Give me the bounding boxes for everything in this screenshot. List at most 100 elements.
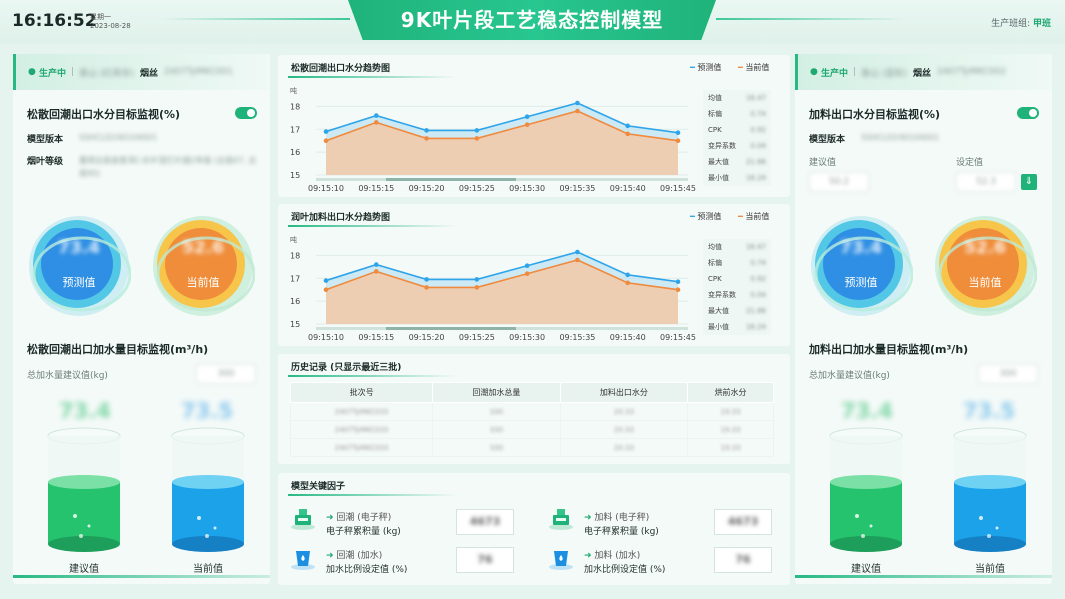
predicted-line <box>325 251 679 283</box>
stats-label: 变异系数 <box>708 142 736 150</box>
stats-value: 0.92 <box>750 275 766 283</box>
x-tick-label: 09:15:35 <box>559 184 595 193</box>
predicted-point <box>575 100 580 106</box>
left-monitor-toggle[interactable] <box>235 107 257 119</box>
right-monitor-toggle[interactable] <box>1017 107 1039 119</box>
y-axis-unit-label: 吨 <box>290 86 297 95</box>
left-brand: 泰山 (红库存) <box>79 68 134 79</box>
right-status-bar: ● 生产中 | 泰山 (蓝标) 烟丝 2407TyMKC002 <box>795 54 1052 90</box>
chart1-plot: 吨 15 16 17 18 09:15:10 09:15:15 09:15:20 09:15:2… <box>290 86 696 193</box>
current-point <box>474 136 480 141</box>
current-point <box>625 131 631 137</box>
y-tick-label: 17 <box>290 274 300 283</box>
stats-row: 最大值 21.66 <box>703 303 771 319</box>
stats-label: 最大值 <box>708 307 729 315</box>
team-indicator: 生产班组: 甲班 <box>991 16 1051 29</box>
history-cell-text: 19.33 <box>720 425 741 434</box>
stats-value: 16.24 <box>745 174 766 182</box>
current-point <box>474 285 480 290</box>
chart2-legend-cur: ━ 当前值 <box>738 211 769 222</box>
table-row[interactable]: 2407TyMKC033 330 20.33 19.33 <box>289 420 774 439</box>
chart1-title: 松散回潮出口水分趋势图 <box>291 64 391 74</box>
right-suggest-value: 50.2 <box>809 172 869 192</box>
x-tick-label: 09:15:30 <box>509 184 545 193</box>
left-cylinder-green <box>47 427 121 552</box>
factor-3: ➜ 回潮 (加水) 加水比例设定值 (%) <box>326 549 407 577</box>
scale-icon <box>549 509 573 530</box>
history-title-underline <box>288 375 458 377</box>
left-cylinder-blue <box>171 427 245 552</box>
left-orb-predicted-label: 预测值 <box>62 276 96 289</box>
predicted-point <box>474 128 480 133</box>
chart-scroll-thumb <box>386 327 516 330</box>
right-cylinder-blue <box>953 427 1027 552</box>
right-total-input[interactable]: 300 <box>978 364 1038 384</box>
right-panel: ● 生产中 | 泰山 (蓝标) 烟丝 2407TyMKC002 加料出口水分目标… <box>795 54 1052 584</box>
chart1-panel: 松散回潮出口水分趋势图 ━ 预测值 ━ 当前值 吨 15 16 17 18 09:15:1… <box>278 55 790 197</box>
current-point <box>675 138 681 144</box>
y-tick-label: 16 <box>290 297 300 306</box>
stats-value: 16.47 <box>745 94 766 102</box>
right-orb-current-label: 当前值 <box>968 276 1002 289</box>
right-orb-current-graphic <box>935 216 1038 316</box>
stats-label: 最大值 <box>708 158 729 166</box>
current-point <box>575 257 580 263</box>
arrow-right-icon: ➜ <box>326 513 337 523</box>
predicted-point <box>625 123 631 129</box>
current-point <box>424 285 429 290</box>
left-monitor-title: 松散回潮出口水分目标监视(%) <box>27 108 181 121</box>
left-orb-current-value: 52.6 <box>182 238 224 258</box>
stats-value: 0.74 <box>750 259 766 267</box>
right-set-input[interactable]: 52.3 <box>956 172 1016 192</box>
stats-row: 变异系数 0.04 <box>703 287 771 303</box>
right-orb-current-value: 52.6 <box>964 238 1006 258</box>
history-cell: 20.33 <box>559 402 689 421</box>
right-cylinder-blue-label: 当前值 <box>975 564 1005 575</box>
left-orb-current-label: 当前值 <box>186 276 220 289</box>
history-cell-text: 19.33 <box>720 443 741 452</box>
right-batch: 2407TyMKC002 <box>936 67 1006 77</box>
table-row[interactable]: 2407TyMKC033 330 20.33 19.33 <box>289 402 774 421</box>
right-status-text: 生产中 <box>821 68 849 79</box>
left-grade-label: 烟叶等级 <box>27 157 64 167</box>
stats-value: 0.92 <box>750 126 766 134</box>
stats-row: 变异系数 0.04 <box>703 138 771 154</box>
water-cup-icon <box>549 551 573 570</box>
current-line <box>325 110 679 142</box>
water-cup-icon <box>291 551 315 570</box>
factor-4-value: 76 <box>735 553 751 566</box>
download-icon[interactable]: ⇓ <box>1021 174 1037 190</box>
right-orb-predicted-value: 73.4 <box>840 238 882 258</box>
stats-label: 标偏 <box>708 110 722 118</box>
chart2-legend-pred-swatch: ━ <box>690 212 698 221</box>
right-status-dot: ● <box>810 67 821 77</box>
left-orb-predicted-graphic <box>29 216 132 316</box>
clock: 16:16:52 <box>12 11 97 31</box>
history-cell-text: 20.33 <box>613 443 634 452</box>
current-point <box>373 120 379 125</box>
history-cell: 19.33 <box>687 438 774 457</box>
left-total-input[interactable]: 300 <box>196 364 256 384</box>
chart2-stats: 均值 16.47 标偏 0.74 CPK 0.92 变异系数 0.04 最大值 21.66… <box>703 239 771 335</box>
stats-label: 标偏 <box>708 259 722 267</box>
right-brand: 泰山 (蓝标) <box>861 68 907 79</box>
current-point <box>323 138 329 144</box>
table-row[interactable]: 2407TyMKC033 330 20.33 19.33 <box>289 438 774 457</box>
left-orb-current-graphic <box>153 216 256 316</box>
right-bottom-line <box>795 575 1052 578</box>
left-status-bar: ● 生产中 | 泰山 (红库存) 烟丝 2407TyMKC001 <box>13 54 270 90</box>
stats-row: 均值 16.47 <box>703 239 771 255</box>
right-monitor-title: 加料出口水分目标监视(%) <box>809 108 941 121</box>
left-product: 烟丝 <box>139 68 158 79</box>
x-tick-label: 09:15:25 <box>459 333 495 342</box>
right-cylinder-green <box>829 427 903 552</box>
predicted-point <box>424 128 429 133</box>
chart1-legend-cur-swatch: ━ <box>738 63 746 72</box>
chart2-panel: 润叶加料出口水分趋势图 ━ 预测值 ━ 当前值 吨 15 16 17 18 09:15:1… <box>278 204 790 346</box>
history-cell-text: 2407TyMKC033 <box>334 443 389 452</box>
history-cell-text: 330 <box>489 443 504 452</box>
stats-label: 最小值 <box>708 174 729 182</box>
header-deco-right <box>716 18 906 20</box>
history-col-water-total: 回潮加水总量 <box>432 382 561 403</box>
left-big-suggest: 73.4 <box>59 399 111 423</box>
